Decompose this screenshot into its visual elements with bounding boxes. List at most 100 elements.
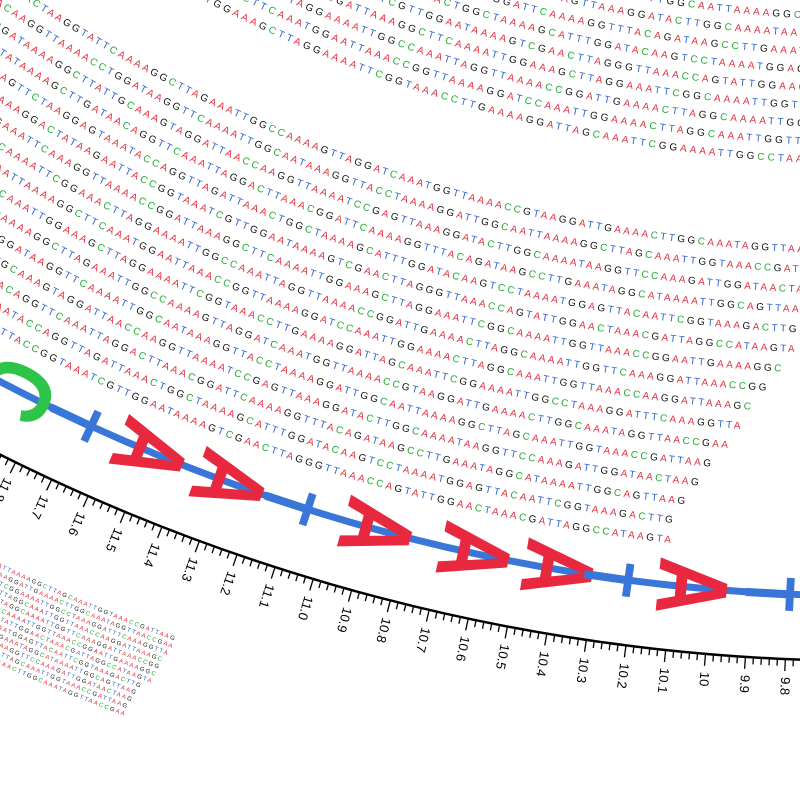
read-sequence: GGTTGAATCAAAAGGACTATAAGAATTACCGGTAAATCGT…: [0, 614, 152, 685]
tick-label: 10.5: [493, 643, 512, 671]
axis-tick: [458, 616, 462, 624]
axis-tick: [411, 606, 415, 614]
axis-tick: [784, 659, 787, 672]
read-ring: TTGGAAACTAAGGTATTCAAAAGGCTTAGAAATTGGCCAA…: [0, 0, 800, 257]
axis-tick: [513, 627, 516, 636]
axis-tick: [232, 554, 238, 566]
backbone: [0, 377, 800, 599]
axis-tick: [341, 587, 345, 595]
axis-line: [0, 453, 800, 661]
read-ring-outer: CTTAAAGGATTGGCAAAATTCGGAAACTTAGGAAAATTGG…: [0, 404, 161, 671]
axis-tick: [347, 589, 353, 602]
axis-tick: [9, 462, 17, 474]
axis-tick: [318, 581, 322, 589]
axis-tick: [712, 654, 715, 662]
axis-tick: [279, 569, 284, 577]
read-sequence: GATTACAAGGTTAAAACCTGGATAAGGTTCAAAATTGGCA…: [0, 650, 128, 710]
axis-tick: [425, 609, 430, 622]
axis-tick: [544, 633, 548, 646]
axis-tick: [465, 618, 469, 631]
axis-tick: [249, 559, 253, 567]
read-sequence: CTTAAAGGATTGGCAAAATTCGGAAACTTAGGAAAATTGG…: [0, 141, 767, 394]
read-ring: TATTGGCAAAGTTCTAAGGAGTAAATACCAGGTTAGATTA…: [0, 0, 800, 77]
axis-tick: [395, 602, 399, 610]
base-letter: T: [729, 574, 800, 613]
read-ring-outer: GGATAAAACTTGGCAATTAAAAGGCTTCAAATGGAATTAA…: [0, 397, 164, 663]
axis-tick: [600, 642, 603, 650]
axis-tick: [106, 505, 111, 513]
read-ring: ACGGTTAAAAGGATTCCAAATTGGAAAGCTTAGGAAAATT…: [0, 107, 743, 432]
axis-tick: [181, 535, 185, 543]
read-ring: CCAAGGTTATAAAAGCTTGATAACAGGTTCAAATTAGGAC…: [0, 0, 800, 59]
axis-tick: [616, 644, 619, 652]
read-ring-outer: GATTACAAGGTTAAAACCTGGATAAGGTTCAAAATTGGCA…: [0, 443, 129, 710]
read-ring: TAAAAGGCTTGGAAATTCAAAGGTTAAAACCGGATTAAAG…: [0, 58, 784, 374]
axis-tick: [529, 630, 532, 638]
axis-tick: [537, 632, 540, 640]
read-ring-outer: GATTACAAGGTTAAAACCTGGATAAGGTTCAAAATTGGCA…: [0, 378, 177, 643]
read-ring: TATTGGCAAAGTTCTAAGGAGTAAATACCAGGTTAGATTA…: [0, 26, 799, 335]
axis-tick: [19, 465, 24, 473]
tick-label: 11.1: [256, 582, 278, 610]
read-sequence: CCAAGGTTATAAAAGCTTGATAACAGGTTCAAATTAGGAC…: [0, 42, 799, 315]
axis-tick: [356, 592, 360, 600]
axis-tick: [211, 546, 216, 554]
read-ring-outer: ACGGTTAAAAGGATTCCAAATTGGAAAGCTTAGGAAAATT…: [0, 391, 170, 657]
read-ring: TATTGGCAAAGTTCTAAGGAGTAAATACCAGGTTAGATTA…: [0, 188, 676, 526]
axis-tick: [608, 643, 611, 651]
axis-tick: [728, 655, 731, 663]
tick-label: 9.9: [737, 674, 753, 693]
read-sequence: TATTGGCAAAGTTCTAAGGAGTAAATACCAGGTTAGATTA…: [0, 625, 141, 690]
read-sequence: CCAAGGTTATAAAAGCTTGATAACAGGTTCAAATTAGGAC…: [0, 634, 137, 697]
read-sequence: CTTAAAGGATTGGCAAAATTCGGAAACTTAGGAAAATTGG…: [0, 599, 160, 671]
read-ring-outer: CCAAGGTTATAAAAGCTTGATAACAGGTTCAAATTAGGAC…: [0, 430, 138, 696]
read-sequence: TTGGAAACTAAGGTATTCAAAAGGCTTAGAAATTGGCCAA…: [0, 207, 728, 450]
axis-tick: [473, 620, 477, 628]
axis-tick: [623, 645, 627, 658]
read-sequence: ACGGTTAAAAGGATTCCAAATTGGAAAGCTTAGGAAAATT…: [0, 581, 169, 657]
read-sequence: AAGTTCGATAAAAGGCTTATTGCAAAGTAGGATTAACCAA…: [0, 0, 800, 39]
read-ring-outer: TTGGAAACTAAGGTATTCAAAAGGCTTAGAAATTGGCCAA…: [0, 449, 127, 717]
axis-tick: [256, 561, 261, 569]
axis-tick: [703, 653, 707, 666]
axis-tick: [442, 613, 446, 621]
read-ring: CCAAGGTTATAAAAGCTTGATAACAGGTTCAAATTAGGAC…: [0, 9, 800, 315]
read-sequence: GGATAAAACTTGGCAATTAAAAGGCTTCAAATGGAATTAA…: [0, 590, 163, 663]
read-ring-outer: GGTTGAATCAAAAGGACTATAAGAATTACCGGTAAATCGT…: [0, 417, 154, 685]
axis-tick: [364, 594, 368, 602]
axis-tick: [489, 623, 493, 631]
read-sequence: GATTACAAGGTTAAAACCTGGATAAGGTTCAAAATTGGCA…: [0, 0, 799, 275]
axis-tick: [380, 598, 384, 606]
read-ring: CCAAGGTTATAAAAGCTTGATAACAGGTTCAAATTAGGAC…: [0, 172, 688, 507]
axis-band-outer: [0, 460, 800, 755]
read-ring: GATTACAAGGTTAAAACCTGGATAAGGTTCAAAATTGGCA…: [0, 0, 800, 276]
read-sequence: AAGTTCGATAAAAGGCTTATTGCAAAGTAGGATTAACCAA…: [0, 643, 132, 704]
tick-label: 11.0: [295, 594, 316, 622]
read-sequence: GGATAAAACTTGGCAATTAAAAGGCTTCAAATGGAATTAA…: [0, 162, 751, 412]
axis-tick: [592, 640, 595, 649]
read-sequence: TATTGGCAAAGTTCTAAGGAGTAAATACCAGGTTAGATTA…: [0, 0, 800, 75]
axis-tick: [143, 520, 148, 528]
read-sequence: GATTACAAGGTTAAAACCTGGATAAGGTTCAAAATTGGCA…: [0, 233, 712, 469]
axis-tick: [203, 543, 208, 551]
axis-tick: [403, 604, 407, 612]
read-sequence: TTGGAAACTAAGGTATTCAAAAGGCTTAGAAATTGGCCAA…: [0, 572, 173, 650]
tick-label: 10.7: [413, 626, 433, 654]
base-letter: A: [634, 553, 751, 621]
read-sequence: TTGGAAACTAAGGTATTCAAAAGGCTTAGAAATTGGCCAA…: [15, 0, 800, 255]
axis-tick: [504, 626, 509, 639]
axis-tick: [241, 556, 246, 564]
read-sequence: CCAAGGTTATAAAAGCTTGATAACAGGTTCAAATTAGGAC…: [0, 0, 800, 57]
axis-tick: [720, 655, 723, 663]
read-ring: TTGGAAACTAAGGTATTCAAAAGGCTTAGAAATTGGCCAA…: [0, 123, 731, 451]
axis-tick: [552, 634, 556, 642]
read-sequence: GGTTGAATCAAAAGGACTATAAGAATTACCGGTAAATCGT…: [0, 94, 795, 355]
tick-label: 10.4: [533, 650, 552, 677]
axis-tick: [226, 551, 231, 559]
read-sequence: AAGTTCGATAAAAGGCTTATTGCAAAGTAGGATTAACCAA…: [0, 19, 800, 295]
axis-tick: [173, 532, 178, 540]
read-ring: AAGTTCGATAAAAGGCTTATTGCAAAGTAGGATTAACCAA…: [0, 0, 800, 41]
read-ring: CTTAAAGGATTGGCAAAATTCGGAAACTTAGGAAAATTGG…: [0, 0, 800, 131]
tick-label: 10.6: [453, 635, 473, 663]
